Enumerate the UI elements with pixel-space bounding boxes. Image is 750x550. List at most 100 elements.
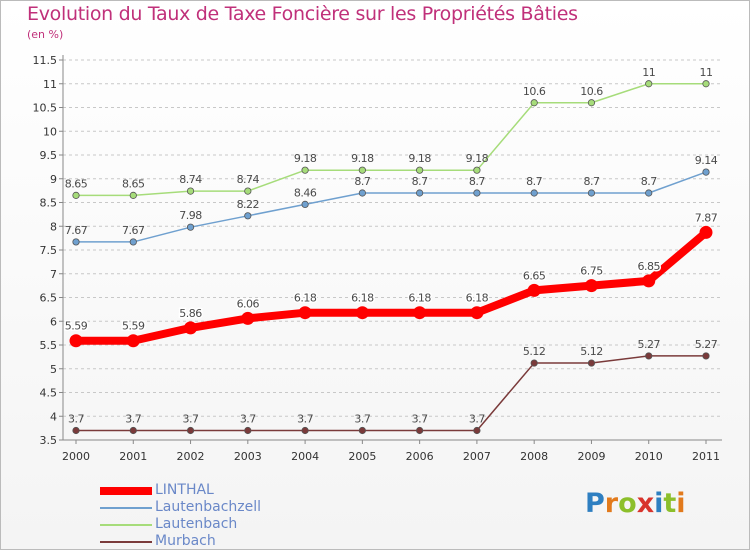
data-point	[645, 189, 653, 197]
data-label: 8.74	[179, 173, 202, 186]
data-point	[301, 426, 309, 435]
legend-swatch	[100, 507, 152, 509]
logo-letter: P	[585, 488, 605, 519]
data-point	[470, 306, 484, 320]
data-point	[358, 189, 366, 197]
data-label: 8.65	[122, 177, 145, 190]
data-label: 6.65	[523, 269, 546, 282]
x-tick-label: 2002	[177, 450, 205, 463]
data-point	[186, 223, 195, 231]
data-point	[416, 166, 424, 174]
data-label: 8.7	[469, 175, 485, 188]
data-point	[244, 426, 252, 435]
data-point	[699, 225, 713, 239]
data-label: 5.59	[65, 320, 88, 333]
axes: 3.5 4 4.5 5 5.5 6 6.5 7 7.5 8 8.5 9 9.5 10 10.5 11 11.5 2…	[33, 54, 722, 463]
data-label: 9.18	[408, 152, 431, 165]
data-point	[358, 166, 366, 174]
data-point	[301, 166, 309, 174]
legend-swatch	[100, 541, 152, 543]
logo-letter: r	[604, 488, 619, 519]
data-point	[416, 189, 424, 197]
data-point	[298, 306, 312, 320]
data-label: 9.18	[351, 152, 374, 165]
logo-letter: x	[636, 488, 655, 519]
data-label: 7.98	[179, 209, 202, 222]
x-tick-label: 2004	[291, 450, 319, 463]
data-point	[126, 334, 140, 348]
data-point	[413, 306, 427, 320]
data-label: 3.7	[297, 413, 313, 426]
data-label: 6.18	[294, 292, 317, 305]
proxiti-logo: Proxiti	[585, 488, 686, 519]
series-line-lautenbach	[75, 83, 707, 197]
data-point	[530, 99, 538, 107]
data-label: 3.7	[125, 413, 141, 426]
data-label: 8.22	[237, 198, 260, 211]
x-tick-label: 2001	[119, 450, 147, 463]
data-label: 3.7	[412, 413, 428, 426]
data-label: 3.7	[68, 413, 84, 426]
data-point	[530, 189, 538, 197]
x-tick-label: 2009	[577, 450, 605, 463]
data-label: 8.7	[354, 175, 370, 188]
data-label: 6.18	[351, 292, 374, 305]
data-label: 5.12	[580, 345, 603, 358]
data-label: 9.18	[294, 152, 317, 165]
data-label: 8.7	[412, 175, 428, 188]
data-point	[587, 99, 596, 107]
data-point	[72, 191, 80, 199]
data-point	[186, 187, 195, 195]
data-point	[129, 191, 137, 199]
data-point	[72, 238, 80, 246]
data-point	[129, 238, 137, 246]
data-label: 6.85	[637, 260, 660, 273]
data-label: 8.46	[294, 186, 317, 199]
x-tick-label: 2007	[463, 450, 491, 463]
y-tick-label: 3.5	[40, 434, 58, 447]
data-point	[184, 321, 198, 335]
data-point	[645, 352, 653, 360]
data-label: 5.59	[122, 320, 145, 333]
grid	[63, 59, 722, 441]
x-tick-label: 2006	[406, 450, 434, 463]
y-tick-label: 11.5	[33, 54, 58, 67]
y-tick-label: 10.5	[33, 102, 58, 115]
data-point	[642, 274, 656, 288]
legend-label: Lautenbach	[155, 516, 238, 532]
y-tick-label: 6	[50, 315, 57, 328]
data-label: 5.27	[695, 338, 718, 351]
x-tick-label: 2010	[635, 450, 663, 463]
data-label: 5.86	[179, 307, 202, 320]
data-point	[416, 426, 424, 435]
data-label: 6.75	[580, 265, 603, 278]
data-label: 6.18	[408, 292, 431, 305]
data-point	[355, 306, 369, 320]
x-tick-label: 2003	[234, 450, 262, 463]
data-label: 3.7	[240, 413, 256, 426]
data-labels: 3.7 3.7 3.7 3.7 3.7 3.7 3.7 3.7 5.12 5.12 5.27 5.27…	[63, 66, 719, 426]
y-tick-label: 9.5	[40, 149, 58, 162]
y-tick-label: 4	[50, 410, 57, 423]
y-tick-label: 9	[50, 173, 57, 186]
data-point	[301, 200, 309, 208]
data-label: 3.7	[469, 413, 485, 426]
chart-title: Evolution du Taux de Taxe Foncière sur l…	[27, 3, 578, 25]
data-label: 8.7	[583, 175, 599, 188]
data-label: 5.27	[637, 338, 660, 351]
y-unit-label: (en %)	[27, 28, 64, 41]
data-point	[129, 426, 137, 435]
data-point	[587, 189, 596, 197]
y-tick-label: 8.5	[40, 197, 58, 210]
series-line-murbach	[75, 355, 707, 432]
data-label: 6.18	[466, 292, 489, 305]
data-label: 6.06	[237, 297, 260, 310]
y-tick-label: 5	[50, 363, 57, 376]
data-point	[645, 80, 653, 88]
data-point	[186, 426, 195, 435]
data-point	[69, 334, 83, 348]
data-label: 3.7	[354, 413, 370, 426]
data-point	[72, 426, 80, 435]
data-point	[587, 359, 596, 367]
